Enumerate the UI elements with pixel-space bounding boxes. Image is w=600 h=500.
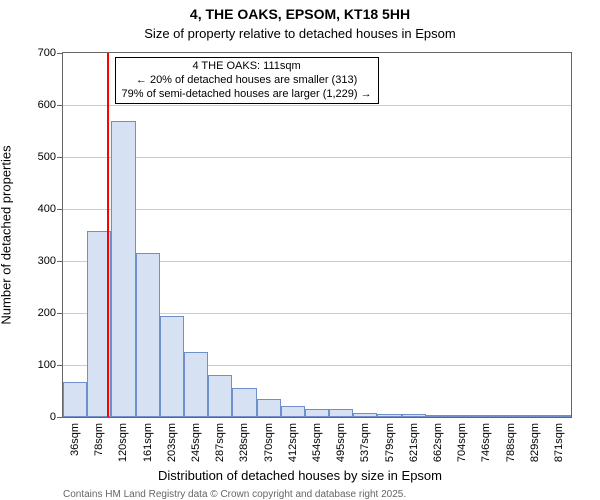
x-tick-label: 537sqm	[359, 423, 371, 462]
y-tick-mark	[57, 209, 62, 210]
x-tick-label: 495sqm	[335, 423, 347, 462]
x-tick-label: 245sqm	[190, 423, 202, 462]
x-tick-label: 328sqm	[238, 423, 250, 462]
histogram-bar	[377, 414, 401, 417]
histogram-bar	[498, 415, 522, 417]
annotation-line-1: 4 THE OAKS: 111sqm	[122, 60, 372, 74]
annotation-line-3: 79% of semi-detached houses are larger (…	[122, 88, 372, 102]
x-tick-label: 203sqm	[166, 423, 178, 462]
x-tick-label: 871sqm	[553, 423, 565, 462]
histogram-bar	[523, 415, 547, 417]
y-tick-mark	[57, 313, 62, 314]
histogram-bar	[281, 406, 305, 417]
histogram-bar	[111, 121, 135, 417]
histogram-bar	[547, 415, 571, 417]
reference-line	[107, 53, 109, 417]
y-tick-mark	[57, 105, 62, 106]
x-tick-label: 704sqm	[456, 423, 468, 462]
histogram-bar	[160, 316, 184, 417]
annotation-line-2: ← 20% of detached houses are smaller (31…	[122, 74, 372, 88]
y-axis-label: Number of detached properties	[0, 145, 14, 324]
plot-area: 4 THE OAKS: 111sqm← 20% of detached hous…	[62, 52, 572, 418]
y-tick-mark	[57, 365, 62, 366]
histogram-bar	[402, 414, 426, 417]
histogram-bar	[426, 415, 450, 417]
x-tick-label: 370sqm	[263, 423, 275, 462]
y-tick-mark	[57, 157, 62, 158]
x-tick-label: 120sqm	[117, 423, 129, 462]
histogram-bar	[474, 415, 498, 417]
histogram-bar	[305, 409, 329, 417]
x-tick-label: 579sqm	[384, 423, 396, 462]
y-tick-mark	[57, 261, 62, 262]
chart-container: 4, THE OAKS, EPSOM, KT18 5HH Size of pro…	[0, 0, 600, 500]
histogram-bar	[184, 352, 208, 417]
histogram-bar	[136, 253, 160, 417]
y-tick-label: 100	[12, 359, 56, 371]
y-tick-label: 600	[12, 99, 56, 111]
histogram-bar	[63, 382, 87, 417]
y-tick-label: 0	[12, 411, 56, 423]
histogram-bar	[257, 399, 281, 417]
x-tick-label: 662sqm	[432, 423, 444, 462]
gridline	[63, 209, 571, 210]
x-tick-label: 78sqm	[93, 423, 105, 456]
y-tick-label: 500	[12, 151, 56, 163]
histogram-bar	[208, 375, 232, 417]
credits-text: Contains HM Land Registry data © Crown c…	[63, 488, 445, 500]
annotation-box: 4 THE OAKS: 111sqm← 20% of detached hous…	[115, 57, 379, 104]
histogram-bar	[329, 409, 353, 417]
y-tick-label: 300	[12, 255, 56, 267]
x-tick-label: 287sqm	[214, 423, 226, 462]
x-tick-label: 161sqm	[142, 423, 154, 462]
x-tick-label: 621sqm	[408, 423, 420, 462]
histogram-bar	[353, 413, 377, 417]
chart-title: 4, THE OAKS, EPSOM, KT18 5HH	[0, 6, 600, 22]
y-tick-mark	[57, 417, 62, 418]
credits-line-1: Contains HM Land Registry data © Crown c…	[63, 488, 445, 500]
y-tick-label: 400	[12, 203, 56, 215]
x-tick-label: 412sqm	[287, 423, 299, 462]
y-tick-mark	[57, 53, 62, 54]
y-tick-label: 700	[12, 47, 56, 59]
chart-subtitle: Size of property relative to detached ho…	[0, 26, 600, 41]
x-tick-label: 788sqm	[505, 423, 517, 462]
x-tick-label: 746sqm	[480, 423, 492, 462]
x-tick-label: 454sqm	[311, 423, 323, 462]
gridline	[63, 157, 571, 158]
x-tick-label: 36sqm	[69, 423, 81, 456]
x-tick-label: 829sqm	[529, 423, 541, 462]
y-tick-label: 200	[12, 307, 56, 319]
gridline	[63, 105, 571, 106]
histogram-bar	[450, 415, 474, 417]
histogram-bar	[232, 388, 256, 417]
x-axis-label: Distribution of detached houses by size …	[0, 468, 600, 483]
